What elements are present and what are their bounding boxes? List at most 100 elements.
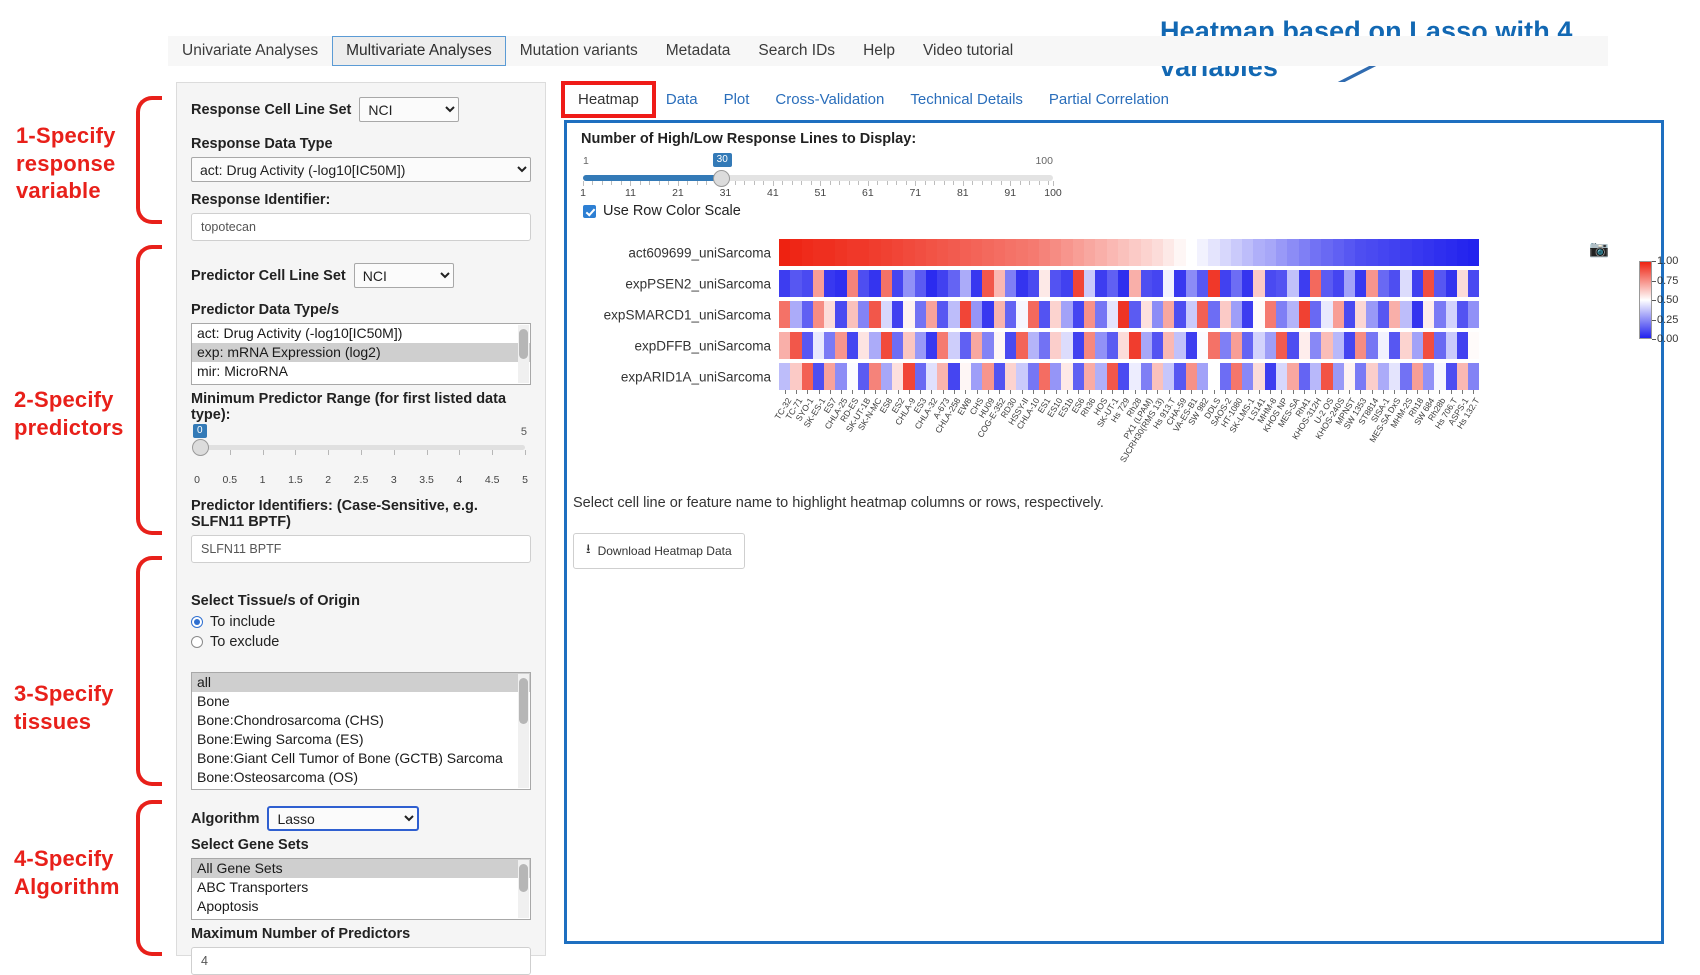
heatmap-cell[interactable] xyxy=(1208,332,1220,359)
heatmap-cell[interactable] xyxy=(1400,363,1412,390)
heatmap-cell[interactable] xyxy=(1129,363,1141,390)
heatmap-cell[interactable] xyxy=(1117,332,1130,359)
gene-set-option[interactable]: ABC Transporters xyxy=(197,879,309,895)
heatmap-cell[interactable] xyxy=(1208,301,1220,328)
heatmap-cell[interactable] xyxy=(846,301,859,328)
heatmap-cell[interactable] xyxy=(1185,239,1197,266)
heatmap-cell[interactable] xyxy=(1309,332,1322,359)
heatmap-cell[interactable] xyxy=(914,239,926,266)
row-color-scale-checkbox[interactable] xyxy=(583,204,596,218)
gene-set-option[interactable]: Apoptosis xyxy=(197,898,259,914)
heatmap-cell[interactable] xyxy=(846,270,859,297)
heatmap-cell[interactable] xyxy=(880,363,892,390)
heatmap-cell[interactable] xyxy=(1117,363,1130,390)
nav-tab-search-ids[interactable]: Search IDs xyxy=(758,42,836,59)
heatmap-cell[interactable] xyxy=(948,332,960,359)
heatmap-cell[interactable] xyxy=(1117,239,1130,266)
heatmap-cell[interactable] xyxy=(1129,270,1141,297)
heatmap-cell[interactable] xyxy=(1129,301,1141,328)
heatmap-row-label[interactable]: expARID1A_uniSarcoma xyxy=(620,369,771,384)
heatmap-cell[interactable] xyxy=(1219,239,1231,266)
heatmap-cell[interactable] xyxy=(779,332,791,359)
heatmap-cell[interactable] xyxy=(1377,363,1390,390)
heatmap-cell[interactable] xyxy=(1366,332,1378,359)
response-data-type-select[interactable]: act: Drug Activity (-log10[IC50M]) xyxy=(191,157,531,182)
heatmap-cell[interactable] xyxy=(1400,301,1412,328)
heatmap-cell[interactable] xyxy=(1343,332,1356,359)
heatmap-cell[interactable] xyxy=(1174,301,1186,328)
heatmap-cell[interactable] xyxy=(891,332,904,359)
heatmap-cell[interactable] xyxy=(1151,332,1164,359)
heatmap-cell[interactable] xyxy=(993,239,1005,266)
heatmap-cell[interactable] xyxy=(1242,239,1254,266)
predictor-cell-line-set-select[interactable]: NCI xyxy=(353,263,454,288)
heatmap-cell[interactable] xyxy=(1084,363,1096,390)
heatmap-cell[interactable] xyxy=(1163,332,1175,359)
heatmap-cell[interactable] xyxy=(1343,239,1356,266)
heatmap-cell[interactable] xyxy=(1016,301,1028,328)
row-color-scale-row[interactable]: Use Row Color Scale xyxy=(583,203,1649,219)
heatmap-cell[interactable] xyxy=(1309,363,1322,390)
heatmap-cell[interactable] xyxy=(1400,270,1412,297)
heatmap-cell[interactable] xyxy=(1163,270,1175,297)
heatmap-cell[interactable] xyxy=(1343,270,1356,297)
heatmap-cell[interactable] xyxy=(1196,239,1209,266)
heatmap-cell[interactable] xyxy=(880,301,892,328)
heatmap-cell[interactable] xyxy=(846,239,859,266)
heatmap-cell[interactable] xyxy=(1174,239,1186,266)
heatmap-cell[interactable] xyxy=(1129,332,1141,359)
heatmap-cell[interactable] xyxy=(1196,363,1209,390)
heatmap-cell[interactable] xyxy=(1140,301,1152,328)
heatmap-cell[interactable] xyxy=(1366,363,1378,390)
heatmap-cell[interactable] xyxy=(1038,332,1051,359)
subtab-heatmap[interactable]: Heatmap xyxy=(561,80,656,118)
predictor-data-type-option[interactable]: mir: MicroRNA xyxy=(197,363,288,379)
heatmap-cell[interactable] xyxy=(982,301,994,328)
heatmap-cell[interactable] xyxy=(914,363,926,390)
heatmap-cell[interactable] xyxy=(971,363,983,390)
heatmap-cell[interactable] xyxy=(1434,301,1446,328)
heatmap-cell[interactable] xyxy=(824,270,836,297)
heatmap-cell[interactable] xyxy=(1106,301,1118,328)
heatmap-cell[interactable] xyxy=(1411,239,1423,266)
heatmap-cell[interactable] xyxy=(790,332,802,359)
heatmap-cell[interactable] xyxy=(925,363,938,390)
heatmap-cell[interactable] xyxy=(1456,239,1469,266)
heatmap-cell[interactable] xyxy=(1264,363,1277,390)
heatmap-cell[interactable] xyxy=(1468,301,1480,328)
heatmap-cell[interactable] xyxy=(1196,270,1209,297)
heatmap-cell[interactable] xyxy=(1366,239,1378,266)
tissue-option[interactable]: Bone xyxy=(197,693,230,709)
heatmap-cell[interactable] xyxy=(1038,301,1051,328)
heatmap-cell[interactable] xyxy=(846,363,859,390)
heatmap-cell[interactable] xyxy=(1050,363,1062,390)
heatmap-cell[interactable] xyxy=(1004,332,1017,359)
heatmap-cell[interactable] xyxy=(1355,332,1367,359)
heatmap-cell[interactable] xyxy=(1106,363,1118,390)
heatmap-cell[interactable] xyxy=(1456,301,1469,328)
heatmap-cell[interactable] xyxy=(1185,270,1197,297)
heatmap-cell[interactable] xyxy=(1264,239,1277,266)
heatmap-cell[interactable] xyxy=(1219,332,1231,359)
subtab-data[interactable]: Data xyxy=(665,90,698,108)
heatmap-cell[interactable] xyxy=(835,363,847,390)
heatmap-cell[interactable] xyxy=(1117,301,1130,328)
heatmap-cell[interactable] xyxy=(914,301,926,328)
camera-icon[interactable]: 📷 xyxy=(1589,241,1609,258)
heatmap-cell[interactable] xyxy=(1185,363,1197,390)
heatmap-cell[interactable] xyxy=(858,301,870,328)
heatmap-cell[interactable] xyxy=(959,301,972,328)
heatmap-cell[interactable] xyxy=(1445,270,1457,297)
heatmap-cell[interactable] xyxy=(1456,363,1469,390)
heatmap-cell[interactable] xyxy=(1151,301,1164,328)
tissue-option[interactable]: all xyxy=(192,673,530,692)
heatmap-cell[interactable] xyxy=(1287,332,1299,359)
heatmap-cell[interactable] xyxy=(937,239,949,266)
heatmap-cell[interactable] xyxy=(1106,239,1118,266)
nav-tab-univariate-analyses[interactable]: Univariate Analyses xyxy=(182,42,319,59)
heatmap-cell[interactable] xyxy=(1072,363,1085,390)
heatmap-cell[interactable] xyxy=(1264,270,1277,297)
heatmap-cell[interactable] xyxy=(891,239,904,266)
subtab-plot[interactable]: Plot xyxy=(723,90,750,108)
